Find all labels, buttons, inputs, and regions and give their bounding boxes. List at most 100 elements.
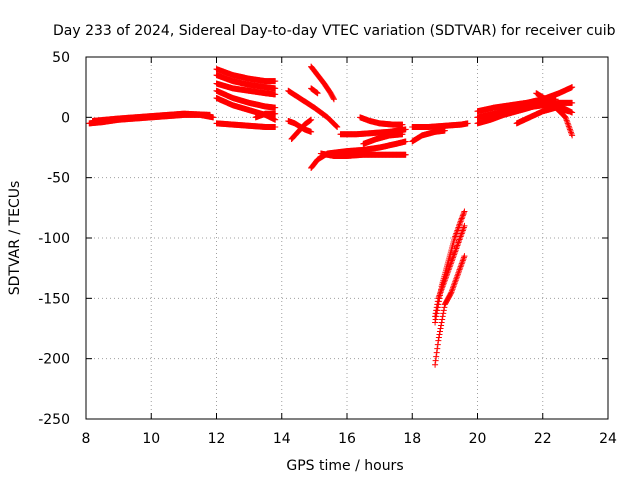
data-point (447, 290, 454, 297)
series-arc-30 (549, 99, 576, 116)
chart-title: Day 233 of 2024, Sidereal Day-to-day VTE… (53, 23, 616, 39)
y-tick-label: -250 (38, 412, 70, 428)
data-point (440, 310, 447, 317)
data-point (330, 95, 337, 102)
axis-ticks: 8 10 12 14 16 18 20 22 24 50 0 -50 -100 -150 -200 -250 (38, 50, 617, 447)
data-point (552, 96, 559, 103)
data-point (461, 253, 468, 260)
data-point (436, 292, 443, 299)
data-point (459, 214, 466, 221)
x-axis-label: GPS time / hours (286, 458, 403, 474)
series-arc-6 (213, 87, 279, 111)
data-point (272, 116, 279, 123)
data-point (569, 84, 576, 91)
series-arc-21 (409, 120, 471, 130)
data-point (402, 151, 409, 158)
y-tick-label: -150 (38, 291, 70, 307)
data-point (308, 116, 315, 123)
series-arc-18 (360, 131, 406, 147)
series-arc-19 (357, 114, 406, 128)
y-tick-label: -50 (47, 171, 70, 187)
data-point (435, 298, 442, 305)
series-arc-11 (308, 63, 337, 103)
x-tick-label: 14 (273, 431, 291, 447)
series-arc-17 (337, 126, 409, 138)
data-point (439, 313, 446, 320)
x-tick-label: 24 (599, 431, 617, 447)
data-point (210, 114, 217, 121)
series-arc-16 (317, 150, 409, 159)
y-tick-label: 0 (61, 110, 70, 126)
data-point (438, 319, 445, 326)
x-tick-label: 12 (208, 431, 226, 447)
data-point (438, 286, 445, 293)
data-point (434, 304, 441, 311)
data-point (434, 345, 441, 352)
data-point (432, 316, 439, 323)
data-point (272, 123, 279, 130)
series-arc-5 (213, 80, 279, 98)
data-point (402, 126, 409, 133)
data-point (333, 122, 340, 129)
data-point (272, 85, 279, 92)
data-point (458, 216, 465, 223)
y-tick-label: -200 (38, 352, 70, 368)
data-point (432, 357, 439, 364)
series-arc-22 (432, 253, 468, 368)
data-point (439, 316, 446, 323)
data-point (460, 209, 467, 216)
series-arc-2 (89, 110, 213, 124)
series-arc-4 (213, 72, 279, 92)
series-arc-8 (213, 120, 279, 130)
data-point (464, 120, 471, 127)
data-point (272, 110, 279, 117)
data-point (433, 349, 440, 356)
data-point (206, 111, 213, 118)
y-tick-label: 50 (52, 50, 70, 66)
x-tick-label: 20 (469, 431, 487, 447)
series-arc-24 (432, 208, 468, 326)
data-point (433, 353, 440, 360)
x-tick-label: 8 (82, 431, 91, 447)
data-point (434, 307, 441, 314)
data-point (314, 90, 321, 97)
data-point (433, 310, 440, 317)
data-point (458, 215, 465, 222)
y-tick-label: -100 (38, 231, 70, 247)
x-tick-label: 22 (534, 431, 552, 447)
data-point (435, 337, 442, 344)
series-arc-12 (308, 85, 321, 97)
data-point (435, 334, 442, 341)
x-tick-label: 16 (338, 431, 356, 447)
data-point (438, 322, 445, 329)
data-point (435, 301, 442, 308)
series-arc-14 (285, 117, 315, 135)
data-point (460, 211, 467, 218)
data-point (569, 99, 576, 106)
data-point (436, 295, 443, 302)
data-point (432, 319, 439, 326)
series-arc-3 (213, 66, 279, 85)
data-point (436, 328, 443, 335)
x-tick-label: 10 (142, 431, 160, 447)
data-point (433, 313, 440, 320)
x-tick-label: 18 (403, 431, 421, 447)
data-point (434, 341, 441, 348)
data-point (437, 325, 444, 332)
data-point (308, 128, 315, 135)
data-point (461, 222, 468, 229)
data-point (399, 121, 406, 128)
data-point (272, 104, 279, 111)
data-point (436, 331, 443, 338)
data-point (569, 109, 576, 116)
data-point (569, 132, 576, 139)
data-point (272, 91, 279, 98)
data-point (459, 212, 466, 219)
data-point (432, 361, 439, 368)
data-point (333, 123, 340, 130)
series-arc-9 (252, 110, 279, 121)
data-point (399, 131, 406, 138)
data-point (272, 78, 279, 85)
